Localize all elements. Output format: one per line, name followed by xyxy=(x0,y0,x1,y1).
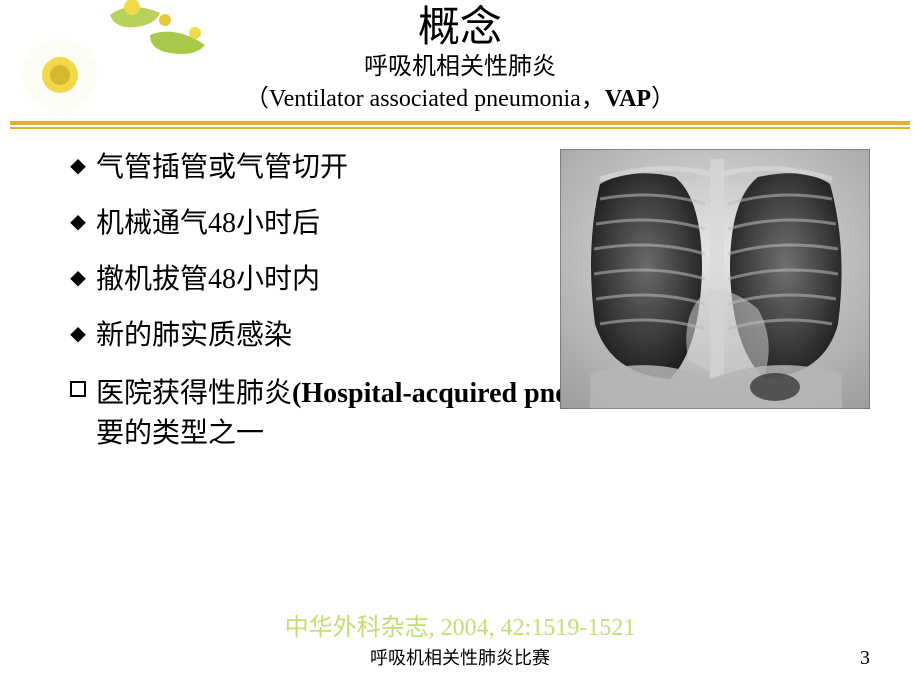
bullet-item: 机械通气48小时后 xyxy=(70,205,540,243)
bullet-text: 气管插管或气管切开 xyxy=(96,149,540,187)
bullet-text: 新的肺实质感染 xyxy=(96,317,540,355)
content-area: 气管插管或气管切开 机械通气48小时后 撤机拔管48小时内 新的肺实质感染 医院… xyxy=(0,131,920,453)
bullet-item: 新的肺实质感染 xyxy=(70,317,540,355)
bullet-text: 机械通气48小时后 xyxy=(96,205,540,243)
diamond-bullet-icon xyxy=(70,327,86,343)
chest-xray-image xyxy=(560,149,870,409)
diamond-bullet-icon xyxy=(70,271,86,287)
bullet-list: 气管插管或气管切开 机械通气48小时后 撤机拔管48小时内 新的肺实质感染 xyxy=(70,149,540,354)
square-bullet-icon xyxy=(70,381,86,397)
bullet-text: 撤机拔管48小时内 xyxy=(96,261,540,299)
citation-text: 中华外科杂志, 2004, 42:1519-1521 xyxy=(0,607,920,642)
decorative-flower xyxy=(0,0,220,120)
bullet-item: 撤机拔管48小时内 xyxy=(70,261,540,299)
footer-text: 呼吸机相关性肺炎比赛 xyxy=(0,644,920,670)
bullet-item: 气管插管或气管切开 xyxy=(70,149,540,187)
divider xyxy=(10,121,910,131)
page-number: 3 xyxy=(860,647,870,670)
diamond-bullet-icon xyxy=(70,215,86,231)
diamond-bullet-icon xyxy=(70,159,86,175)
